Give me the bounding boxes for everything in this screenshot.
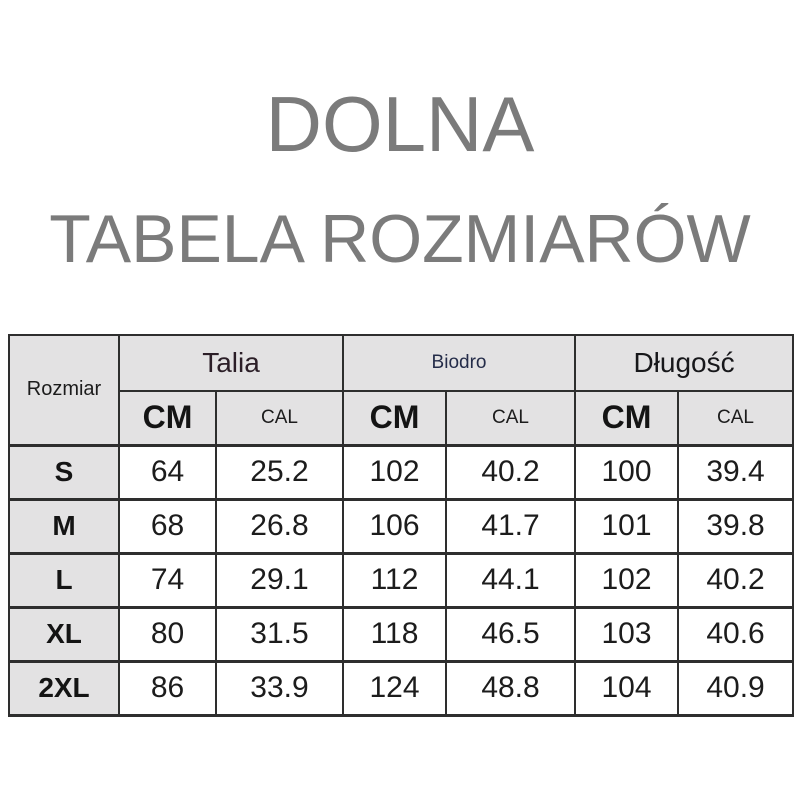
- value-cell: 39.4: [677, 443, 795, 501]
- value-cell: 40.2: [444, 443, 577, 501]
- value-cell: 46.5: [444, 605, 577, 663]
- page-title-line1: DOLNA: [265, 80, 535, 168]
- value-cell: 100: [574, 443, 680, 501]
- value-cell: 41.7: [444, 497, 577, 555]
- header-biodro-cal: CAL: [444, 390, 577, 446]
- header-rozmiar: Rozmiar: [8, 334, 120, 446]
- value-cell: 25.2: [215, 443, 344, 501]
- value-cell: 64: [118, 443, 217, 501]
- value-cell: 33.9: [215, 659, 344, 717]
- value-cell: 101: [574, 497, 680, 555]
- value-cell: 74: [118, 551, 217, 609]
- value-cell: 40.2: [677, 551, 795, 609]
- table-row-2xl: 2XL 86 33.9 124 48.8 104 40.9: [8, 659, 795, 717]
- size-cell: L: [8, 551, 120, 609]
- header-dlugosc-cm: CM: [574, 390, 680, 446]
- size-cell: M: [8, 497, 120, 555]
- size-cell: S: [8, 443, 120, 501]
- value-cell: 29.1: [215, 551, 344, 609]
- value-cell: 86: [118, 659, 217, 717]
- header-talia-cal: CAL: [215, 390, 344, 446]
- value-cell: 31.5: [215, 605, 344, 663]
- size-cell: XL: [8, 605, 120, 663]
- value-cell: 39.8: [677, 497, 795, 555]
- size-cell: 2XL: [8, 659, 120, 717]
- header-biodro-cm: CM: [342, 390, 447, 446]
- value-cell: 106: [342, 497, 447, 555]
- value-cell: 124: [342, 659, 447, 717]
- header-group-talia: Talia: [118, 334, 344, 392]
- table-row-l: L 74 29.1 112 44.1 102 40.2: [8, 551, 795, 609]
- value-cell: 40.6: [677, 605, 795, 663]
- table-row-xl: XL 80 31.5 118 46.5 103 40.6: [8, 605, 795, 663]
- header-talia-cm: CM: [118, 390, 217, 446]
- value-cell: 40.9: [677, 659, 795, 717]
- value-cell: 118: [342, 605, 447, 663]
- value-cell: 80: [118, 605, 217, 663]
- size-table: Rozmiar Talia Biodro Długość CM CAL CM C…: [8, 334, 795, 717]
- size-table-container: Rozmiar Talia Biodro Długość CM CAL CM C…: [8, 334, 795, 717]
- value-cell: 103: [574, 605, 680, 663]
- table-row-s: S 64 25.2 102 40.2 100 39.4: [8, 443, 795, 501]
- value-cell: 48.8: [444, 659, 577, 717]
- value-cell: 68: [118, 497, 217, 555]
- table-row-m: M 68 26.8 106 41.7 101 39.8: [8, 497, 795, 555]
- header-group-biodro: Biodro: [341, 334, 577, 392]
- value-cell: 102: [342, 443, 447, 501]
- value-cell: 26.8: [215, 497, 344, 555]
- header-dlugosc-cal: CAL: [677, 390, 795, 446]
- value-cell: 112: [342, 551, 447, 609]
- header-group-dlugosc: Długość: [574, 334, 795, 392]
- page-title-line2: TABELA ROZMIARÓW: [49, 201, 751, 277]
- value-cell: 102: [574, 551, 680, 609]
- value-cell: 44.1: [444, 551, 577, 609]
- value-cell: 104: [574, 659, 680, 717]
